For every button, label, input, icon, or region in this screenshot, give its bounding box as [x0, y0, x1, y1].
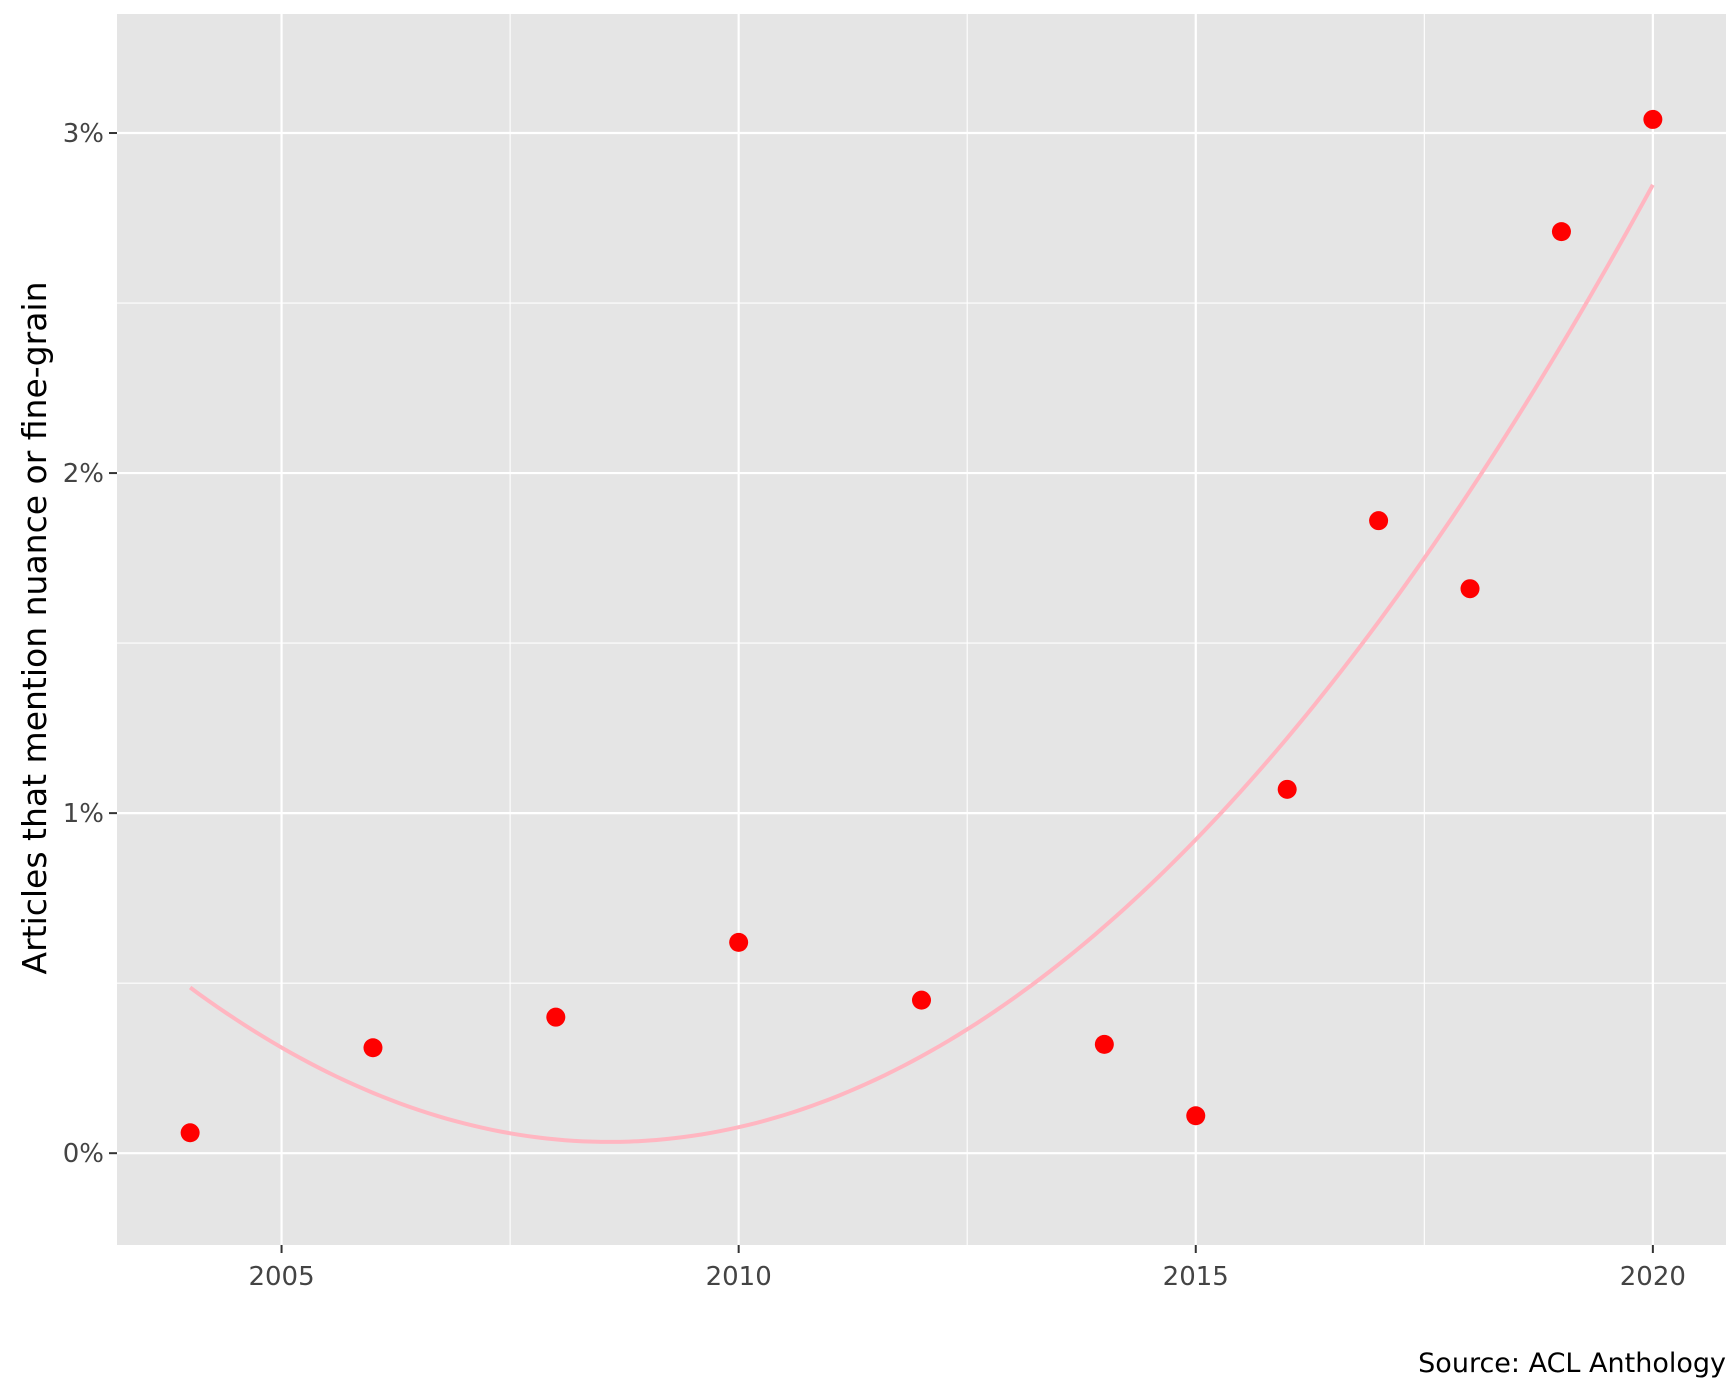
x-tick-label: 2005 [248, 1262, 314, 1292]
data-points [180, 109, 1663, 1143]
data-point [1277, 779, 1297, 799]
data-point [1551, 222, 1571, 242]
data-point [912, 990, 931, 1010]
y-tick-label: 0% [63, 1139, 104, 1169]
data-point [546, 1007, 566, 1027]
data-point [1369, 511, 1389, 531]
y-tick-label: 3% [63, 119, 104, 149]
trend-line [188, 183, 1655, 1144]
data-point [1094, 1034, 1114, 1054]
data-point [729, 932, 749, 952]
data-point [1643, 109, 1663, 129]
major-gridlines [117, 14, 1726, 1245]
y-axis-title: Articles that mention nuance or fine-gra… [15, 282, 54, 975]
y-tick-label: 2% [63, 459, 104, 489]
source-caption: Source: ACL Anthology [1418, 1348, 1726, 1379]
plot-panel [117, 14, 1726, 1245]
x-tick-label: 2015 [1163, 1262, 1229, 1292]
data-point [180, 1123, 200, 1143]
data-point [1186, 1106, 1206, 1126]
x-tick-label: 2020 [1620, 1262, 1686, 1292]
x-axis-ticks: 2005 2010 2015 2020 [248, 1245, 1686, 1292]
data-point [363, 1038, 383, 1058]
minor-gridlines [117, 14, 1726, 1245]
y-tick-label: 1% [63, 799, 104, 829]
data-point [1460, 579, 1480, 599]
x-tick-label: 2010 [706, 1262, 772, 1292]
y-axis-ticks: 0% 1% 2% 3% [63, 119, 117, 1169]
